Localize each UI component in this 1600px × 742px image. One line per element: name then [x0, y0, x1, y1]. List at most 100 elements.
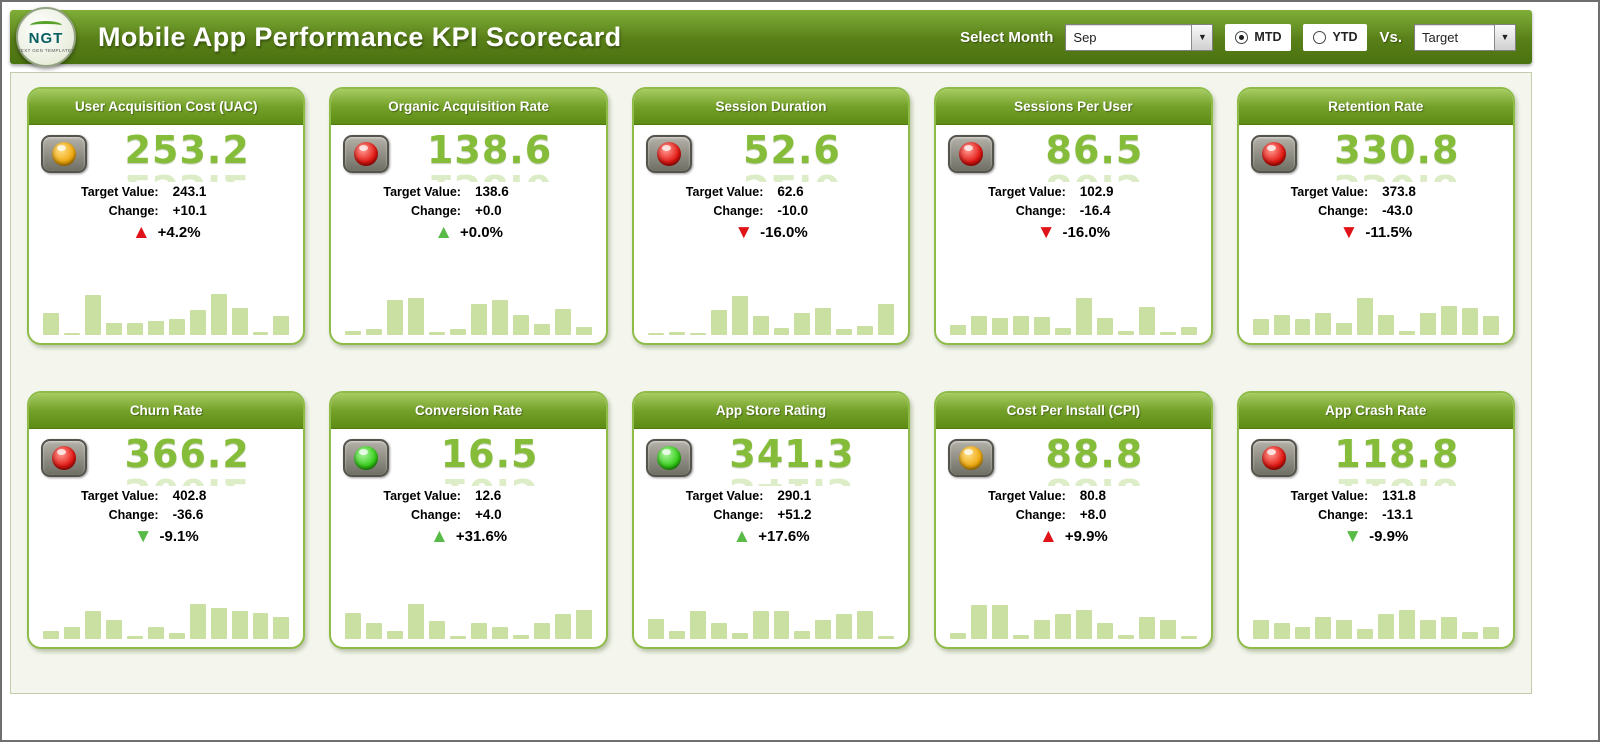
sparkline-bar — [1159, 619, 1176, 639]
change-row: Change: -16.4 — [946, 203, 1200, 218]
sparkline-bar — [1138, 616, 1155, 639]
kpi-value-reflection: 88.8 — [994, 473, 1194, 486]
target-value: 402.8 — [172, 488, 207, 503]
change-label: Change: — [410, 508, 461, 522]
chevron-down-icon[interactable]: ▼ — [1191, 24, 1213, 50]
month-dropdown[interactable]: Sep ▼ — [1065, 23, 1214, 51]
sparkline-bar — [1462, 308, 1479, 335]
chevron-down-icon[interactable]: ▼ — [1494, 24, 1515, 50]
sparkline-bar — [513, 315, 529, 335]
sparkline-bar — [345, 330, 362, 335]
kpi-card-title: App Store Rating — [715, 403, 827, 418]
kpi-value-reflection: 16.5 — [389, 473, 589, 486]
kpi-card-title: Sessions Per User — [1014, 99, 1133, 114]
traffic-light-bezel — [1250, 135, 1297, 173]
target-value: 290.1 — [777, 488, 812, 503]
change-value: +0.0 — [474, 203, 502, 218]
kpi-card-header: Cost Per Install (CPI) — [936, 393, 1211, 429]
change-row: Change: +0.0 — [341, 203, 595, 218]
change-row: Change: +8.0 — [946, 507, 1200, 522]
sparkline-bar — [554, 309, 571, 335]
kpi-value: 341.3 — [729, 432, 855, 476]
sparkline-bar — [971, 315, 988, 335]
change-percent: -11.5% — [1365, 224, 1413, 241]
traffic-light-icon — [959, 142, 984, 166]
sparkline-bar — [231, 308, 248, 335]
sparkline-bar — [1399, 609, 1416, 639]
sparkline-bar — [1294, 319, 1311, 335]
kpi-card: Sessions Per User 86.5 86.5 Target Value… — [934, 87, 1213, 345]
radio-unchecked-icon[interactable] — [1313, 30, 1327, 44]
percent-row: ▲ +0.0% — [341, 223, 595, 242]
sparkline-bar — [63, 626, 80, 639]
sparkline-bar — [1399, 330, 1416, 335]
change-percent: +17.6% — [758, 528, 810, 545]
kpi-value-wrap: 366.2 366.2 — [87, 435, 293, 486]
sparkline-bar — [1273, 623, 1290, 639]
change-percent: +31.6% — [455, 528, 508, 545]
sparkline-bar — [84, 294, 101, 335]
page-title: Mobile App Performance KPI Scorecard — [98, 21, 622, 52]
kpi-value-wrap: 118.8 118.8 — [1297, 435, 1503, 486]
sparkline-bar — [815, 619, 832, 639]
change-value: -10.0 — [777, 203, 809, 218]
sparkline-bar — [794, 312, 811, 335]
change-label: Change: — [1318, 204, 1369, 218]
radio-checked-icon[interactable] — [1235, 30, 1249, 44]
sparkline-bar — [1315, 312, 1332, 335]
target-value: 138.6 — [474, 184, 509, 199]
kpi-value-reflection: 366.2 — [87, 473, 287, 486]
sparkline-bar — [647, 332, 664, 335]
target-value-label: Target Value: — [685, 489, 764, 503]
sparkline-bar — [1034, 316, 1050, 335]
sparkline-bar — [231, 611, 248, 639]
kpi-value-wrap: 16.5 16.5 — [389, 435, 595, 486]
target-value-label: Target Value: — [80, 185, 159, 199]
change-label: Change: — [713, 204, 764, 218]
sparkline-bar — [408, 603, 425, 639]
target-row: Target Value: 290.1 — [644, 488, 898, 503]
change-value: +4.0 — [474, 507, 502, 522]
change-value: -43.0 — [1382, 203, 1413, 218]
sparkline-bar — [1420, 619, 1437, 639]
kpi-card: Session Duration 52.6 52.6 Target Value:… — [631, 87, 911, 345]
sparkline-bar — [429, 621, 446, 639]
change-row: Change: +4.0 — [341, 507, 595, 522]
sparkline-bar — [1096, 623, 1113, 639]
kpi-card: App Store Rating 341.3 341.3 Target Valu… — [631, 391, 911, 649]
sparkline-bar — [815, 308, 832, 335]
traffic-light-icon — [52, 142, 76, 166]
kpi-card-title: Session Duration — [715, 99, 827, 114]
target-value-label: Target Value: — [685, 185, 764, 199]
sparkline-bar — [105, 619, 122, 639]
sparkline-bar — [84, 611, 101, 639]
sparkline-bar — [710, 623, 727, 639]
sparkline-bar — [189, 310, 206, 335]
traffic-light-bezel — [645, 135, 692, 173]
sparkline-bar — [1159, 332, 1176, 335]
traffic-light-bezel — [948, 439, 995, 477]
sparkline-bar — [147, 626, 164, 639]
sparkline-bar — [1315, 616, 1332, 639]
sparkline-bar — [387, 300, 404, 335]
vs-dropdown[interactable]: Target ▼ — [1414, 23, 1516, 51]
target-row: Target Value: 402.8 — [39, 488, 293, 503]
sparkline-bar — [1336, 322, 1353, 335]
sparkline-bar — [773, 611, 790, 639]
kpi-card-body: 138.6 138.6 Target Value: 138.6 Change: … — [331, 125, 605, 343]
target-row: Target Value: 373.8 — [1249, 184, 1503, 199]
kpi-value: 52.6 — [743, 128, 841, 172]
ytd-radio[interactable]: YTD — [1303, 23, 1368, 51]
change-row: Change: +51.2 — [644, 507, 898, 522]
change-percent: -16.0% — [760, 224, 808, 241]
kpi-card-body: 341.3 341.3 Target Value: 290.1 Change: … — [634, 429, 908, 647]
change-label: Change: — [108, 508, 159, 522]
header-bar: NGT NEXT GEN TEMPLATES Mobile App Perfor… — [10, 7, 1532, 67]
mtd-radio[interactable]: MTD — [1225, 23, 1292, 51]
kpi-value-wrap: 330.8 330.8 — [1297, 131, 1503, 182]
kpi-value: 330.8 — [1334, 128, 1460, 172]
sparkline-bar — [366, 328, 383, 335]
sparkline-bar — [1075, 298, 1092, 335]
kpi-card-body: 253.2 253.2 Target Value: 243.1 Change: … — [29, 125, 303, 343]
kpi-value-wrap: 341.3 341.3 — [692, 435, 898, 486]
